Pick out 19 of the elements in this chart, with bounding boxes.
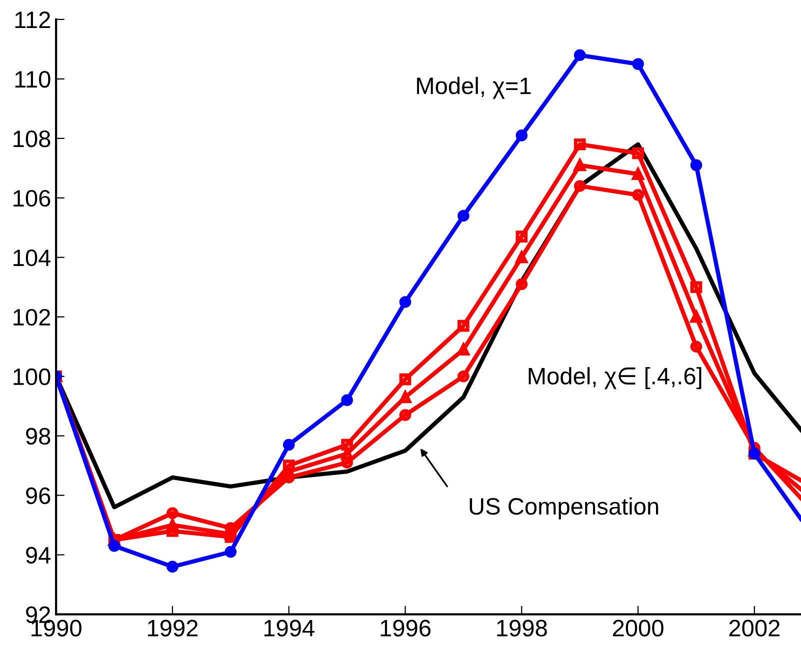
x-tick-label: 1992 [148, 620, 198, 637]
y-tick-label: 98 [26, 428, 50, 445]
annotation: US Compensation [470, 497, 658, 520]
y-tick-label: 100 [14, 368, 50, 386]
y-tick-label: 110 [15, 70, 50, 88]
y-tick-label: 106 [14, 190, 50, 207]
y-tick-label: 94 [26, 546, 51, 564]
y-tick-label: 102 [14, 308, 50, 326]
annotation: Model, χ=1 [417, 76, 531, 99]
x-tick-label: 2000 [612, 620, 664, 637]
annotation: Model, χ∈ [.4,.6] [528, 367, 702, 390]
y-tick-label: 112 [15, 12, 50, 28]
x-tick-label: 1998 [497, 620, 547, 637]
y-tick-label: 104 [14, 249, 51, 266]
y-tick-label: 96 [26, 487, 50, 504]
y-tick-label: 108 [14, 130, 50, 148]
x-tick-label: 2002 [729, 620, 780, 637]
x-tick-label: 1996 [380, 620, 430, 637]
x-tick-label: 1994 [264, 620, 314, 637]
